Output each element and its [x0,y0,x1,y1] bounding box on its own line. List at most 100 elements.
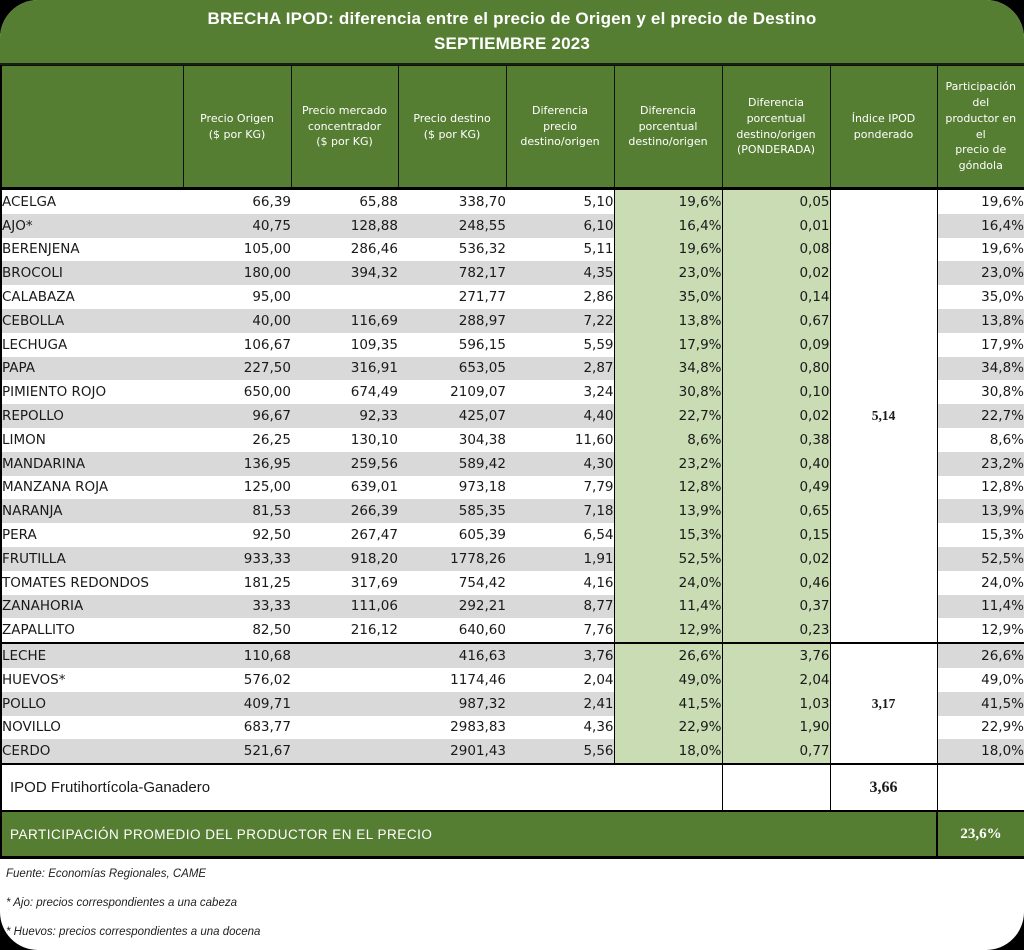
cell-precio-destino: 653,05 [458,360,506,377]
cell-participacion: 23,0% [936,261,1024,286]
cell-dif-precio: 6,54 [583,527,614,544]
cell-participacion: 12,9% [936,618,1024,644]
cell-participacion: 13,9% [936,499,1024,524]
cell-precio-mercado: 92,33 [359,408,398,425]
cell-dif-precio: 5,11 [583,241,614,258]
cell-producto: NARANJA [2,503,63,520]
participation-band-label: PARTICIPACIÓN PROMEDIO DEL PRODUCTOR EN … [1,811,937,860]
cell-dif-ponderada: 0,37 [721,594,831,619]
cell-dif-ponderada: 0,01 [721,213,831,238]
cell-dif-porcentual: 11,4% [613,594,723,619]
participation-band-value: 23,6% [936,811,1024,860]
cell-producto: NOVILLO [2,719,61,736]
cell-dif-ponderada: 3,76 [721,642,831,668]
cell-dif-ponderada: 0,23 [721,618,831,644]
table-row: HUEVOS* 576,02 1174,46 2,04 49,0% 2,04 49,0% [1,667,1024,692]
cell-precio-origen: 33,33 [252,598,291,615]
cell-participacion: 16,4% [936,213,1024,238]
cell-precio-origen: 136,95 [243,455,291,472]
col-header-precio-origen: Precio Origen ($ por KG) [182,65,292,190]
table-row: LIMON 26,25 130,10 304,38 11,60 8,6% 0,38 8,6% [1,427,1024,452]
cell-precio-destino: 292,21 [458,598,506,615]
cell-precio-origen: 96,67 [252,408,291,425]
cell-precio-mercado: 116,69 [350,312,398,329]
cell-dif-precio: 1,91 [583,550,614,567]
ipod-total-label: IPOD Frutihortícola-Ganadero [1,763,722,813]
cell-precio-destino: 754,42 [458,574,506,591]
cell-precio-mercado: 286,46 [350,241,398,258]
cell-dif-porcentual: 22,7% [613,404,723,428]
footnote-ajo: * Ajo: precios correspondientes a una ca… [6,897,237,910]
cell-precio-origen: 576,02 [243,671,291,688]
cell-dif-ponderada: 0,02 [721,546,831,571]
cell-dif-porcentual: 26,6% [613,642,723,668]
cell-dif-ponderada: 0,77 [721,739,831,765]
cell-dif-porcentual: 49,0% [613,667,723,692]
table-row: TOMATES REDONDOS 181,25 317,69 754,42 4,16 24… [1,570,1024,595]
cell-precio-origen: 650,00 [243,384,291,401]
cell-precio-destino: 536,32 [458,241,506,258]
cell-dif-precio: 2,04 [583,671,614,688]
cell-precio-destino: 271,77 [458,289,506,306]
cell-dif-porcentual: 30,8% [613,380,723,405]
participation-band: PARTICIPACIÓN PROMEDIO DEL PRODUCTOR EN … [1,811,1024,860]
cell-dif-ponderada: 0,80 [721,356,831,381]
cell-dif-precio: 4,30 [583,455,614,472]
cell-dif-ponderada: 1,03 [721,691,831,716]
cell-dif-ponderada: 0,49 [721,475,831,500]
ipod-total-spacer [721,763,830,813]
cell-precio-origen: 81,53 [252,503,291,520]
cell-dif-precio: 4,35 [583,265,614,282]
cell-precio-mercado [291,285,398,309]
cell-dif-ponderada: 0,08 [721,237,831,262]
cell-precio-origen: 95,00 [252,289,291,306]
cell-precio-mercado [291,692,398,716]
cell-precio-destino: 782,17 [458,265,506,282]
cell-dif-porcentual: 17,9% [613,332,723,357]
cell-precio-destino: 585,35 [458,503,506,520]
cell-precio-mercado: 316,91 [350,360,398,377]
cell-precio-mercado: 65,88 [359,193,398,210]
cell-precio-mercado: 674,49 [350,384,398,401]
cell-producto: LECHUGA [2,336,68,353]
cell-dif-porcentual: 13,9% [613,499,723,524]
cell-dif-ponderada: 0,46 [721,570,831,595]
report-title: BRECHA IPOD: diferencia entre el precio … [207,9,817,28]
cell-precio-origen: 521,67 [243,743,291,760]
table-row: ZANAHORIA 33,33 111,06 292,21 8,77 11,4% 0,37 1… [1,594,1024,619]
cell-participacion: 17,9% [936,332,1024,357]
cell-participacion: 30,8% [936,380,1024,405]
cell-participacion: 18,0% [936,739,1024,765]
cell-precio-destino: 2901,43 [450,743,506,760]
cell-precio-destino: 416,63 [398,642,506,668]
cell-dif-precio: 4,16 [583,574,614,591]
table-row: LECHUGA 106,67 109,35 596,15 5,59 17,9% 0,09 17… [1,332,1024,357]
table-row: NARANJA 81,53 266,39 585,35 7,18 13,9% 0,65 13,… [1,499,1024,524]
cell-dif-porcentual: 19,6% [613,237,723,262]
cell-precio-origen: 180,00 [243,265,291,282]
cell-precio-destino: 973,18 [458,479,506,496]
table-row: MANZANA ROJA 125,00 639,01 973,18 7,79 12,8% 0… [1,475,1024,500]
cell-dif-porcentual: 12,9% [613,618,723,644]
cell-precio-origen: 181,25 [243,574,291,591]
cell-precio-destino: 1174,46 [450,671,506,688]
cell-dif-porcentual: 13,8% [613,308,723,333]
cell-dif-ponderada: 0,02 [721,404,831,428]
cell-precio-destino: 1778,26 [450,550,506,567]
cell-producto: TOMATES REDONDOS [2,574,149,591]
cell-dif-precio: 2,86 [583,289,614,306]
cell-precio-mercado: 394,32 [350,265,398,282]
cell-dif-porcentual: 24,0% [613,570,723,595]
cell-precio-destino: 425,07 [458,408,506,425]
cell-producto: LECHE [1,642,183,668]
ipod-total-value: 3,66 [829,763,937,813]
col-header-precio-mercado: Precio mercado concentrador ($ por KG) [290,65,399,190]
cell-dif-precio: 7,22 [583,312,614,329]
cell-producto: ZAPALLITO [2,622,75,639]
cell-precio-destino: 987,32 [458,695,506,712]
cell-precio-origen: 105,00 [243,241,291,258]
cell-precio-destino: 2109,07 [450,384,506,401]
cell-dif-precio: 5,10 [583,193,614,210]
cell-dif-precio: 5,59 [583,336,614,353]
report-period: SEPTIEMBRE 2023 [433,34,591,53]
